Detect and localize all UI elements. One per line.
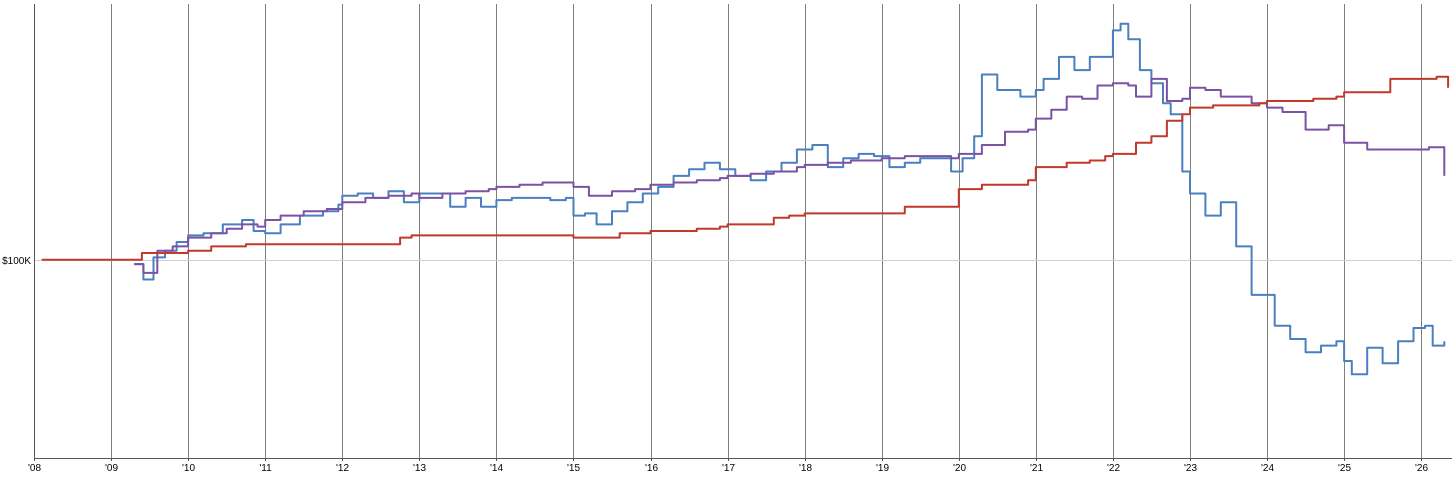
x-tick-label: '23 [1184, 463, 1197, 474]
x-tick-label: '25 [1338, 463, 1351, 474]
series-line-1 [134, 22, 1446, 376]
x-tick-label: '19 [876, 463, 889, 474]
x-tick-label: '12 [336, 463, 349, 474]
x-tick-label: '16 [645, 463, 658, 474]
x-tick-label: '08 [28, 463, 41, 474]
x-tick-label: '24 [1261, 463, 1274, 474]
x-tick-label: '09 [105, 463, 118, 474]
y-axis-label-100k: $100K [2, 256, 31, 267]
x-tick-labels: '08 '09 '10 '11 '12 '13 '14 '15 '16 '17 '18 '19 '20 '… [28, 463, 1428, 474]
axes [34, 4, 1452, 461]
x-tick-label: '21 [1030, 463, 1043, 474]
series-line-3 [41, 75, 1450, 261]
series-lines [41, 22, 1450, 376]
x-tick-label: '14 [490, 463, 503, 474]
x-tick-label: '20 [953, 463, 966, 474]
x-tick-label: '22 [1107, 463, 1120, 474]
x-tick-label: '11 [259, 463, 272, 474]
x-tick-label: '18 [799, 463, 812, 474]
x-tick-label: '13 [413, 463, 426, 474]
series-line-2 [134, 77, 1446, 274]
x-tick-label: '17 [722, 463, 735, 474]
grid-lines [111, 4, 1422, 458]
x-tick-label: '10 [182, 463, 195, 474]
x-tick-label: '15 [567, 463, 580, 474]
x-tick-label: '26 [1415, 463, 1428, 474]
